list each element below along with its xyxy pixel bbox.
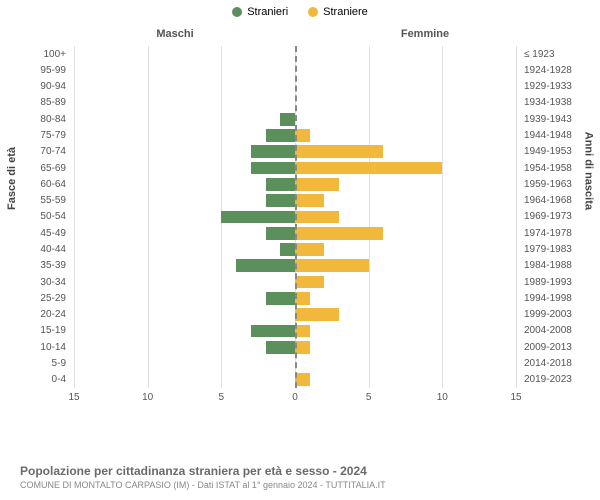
bar-female — [295, 259, 369, 272]
bar-female — [295, 162, 442, 175]
legend-male: Stranieri — [232, 6, 288, 18]
ytick-birth: 1989-1993 — [520, 274, 580, 290]
ytick-birth: 1999-2003 — [520, 307, 580, 323]
bar-male — [266, 194, 295, 207]
ytick-birth: 1954-1958 — [520, 160, 580, 176]
legend-swatch-female — [308, 7, 318, 17]
ytick-age: 15-19 — [20, 323, 70, 339]
ytick-age: 60-64 — [20, 176, 70, 192]
xtick: 10 — [437, 392, 448, 403]
legend-label-male: Stranieri — [247, 6, 288, 18]
bar-male — [251, 325, 295, 338]
bar-female — [295, 178, 339, 191]
ytick-age: 85-89 — [20, 95, 70, 111]
bar-male — [266, 341, 295, 354]
ytick-age: 80-84 — [20, 111, 70, 127]
gridline — [516, 46, 517, 388]
ytick-birth: 1984-1988 — [520, 258, 580, 274]
ytick-birth: 1969-1973 — [520, 209, 580, 225]
ytick-birth: 1939-1943 — [520, 111, 580, 127]
xtick: 15 — [68, 392, 79, 403]
legend-female: Straniere — [308, 6, 368, 18]
ytick-birth: 1949-1953 — [520, 144, 580, 160]
ytick-age: 70-74 — [20, 144, 70, 160]
bar-male — [266, 292, 295, 305]
bar-female — [295, 129, 310, 142]
ytick-age: 5-9 — [20, 355, 70, 371]
ytick-birth: 2004-2008 — [520, 323, 580, 339]
ytick-age: 0-4 — [20, 372, 70, 388]
bar-female — [295, 292, 310, 305]
chart-footer: Popolazione per cittadinanza straniera p… — [20, 464, 580, 490]
plot-region — [74, 46, 516, 388]
ytick-birth: 1974-1978 — [520, 225, 580, 241]
bar-male — [251, 145, 295, 158]
bar-female — [295, 325, 310, 338]
xtick: 5 — [366, 392, 372, 403]
ytick-age: 40-44 — [20, 241, 70, 257]
bar-male — [266, 129, 295, 142]
ytick-birth: 1934-1938 — [520, 95, 580, 111]
chart-title: Popolazione per cittadinanza straniera p… — [20, 464, 580, 478]
bar-male — [280, 113, 295, 126]
xtick: 5 — [219, 392, 225, 403]
bar-male — [236, 259, 295, 272]
ytick-age: 55-59 — [20, 193, 70, 209]
ytick-age: 30-34 — [20, 274, 70, 290]
ytick-birth: 1994-1998 — [520, 290, 580, 306]
ytick-age: 10-14 — [20, 339, 70, 355]
bar-female — [295, 308, 339, 321]
ytick-age: 45-49 — [20, 225, 70, 241]
ytick-birth: 1964-1968 — [520, 193, 580, 209]
xtick: 15 — [510, 392, 521, 403]
yaxis-left-title: Fasce di età — [6, 147, 18, 210]
ytick-age: 95-99 — [20, 62, 70, 78]
bar-male — [280, 243, 295, 256]
bar-male — [266, 227, 295, 240]
yaxis-right-title: Anni di nascita — [582, 132, 594, 210]
ytick-birth: 2009-2013 — [520, 339, 580, 355]
section-label-female: Femmine — [300, 28, 580, 40]
xaxis: 15105051015 — [74, 392, 516, 408]
ytick-birth: 1929-1933 — [520, 79, 580, 95]
bar-female — [295, 243, 324, 256]
bar-male — [266, 178, 295, 191]
bar-female — [295, 276, 324, 289]
ytick-age: 75-79 — [20, 127, 70, 143]
ytick-age: 90-94 — [20, 79, 70, 95]
ytick-age: 50-54 — [20, 209, 70, 225]
ytick-age: 65-69 — [20, 160, 70, 176]
xtick: 0 — [292, 392, 298, 403]
bar-female — [295, 341, 310, 354]
legend-swatch-male — [232, 7, 242, 17]
bar-male — [221, 211, 295, 224]
section-labels: Maschi Femmine — [20, 28, 580, 40]
ytick-birth: 1924-1928 — [520, 62, 580, 78]
ytick-birth: 1979-1983 — [520, 241, 580, 257]
ytick-age: 25-29 — [20, 290, 70, 306]
bar-female — [295, 211, 339, 224]
bar-female — [295, 145, 383, 158]
bar-female — [295, 194, 324, 207]
chart-subtitle: COMUNE DI MONTALTO CARPASIO (IM) - Dati … — [20, 480, 580, 490]
center-line — [295, 46, 297, 388]
bar-female — [295, 373, 310, 386]
ytick-birth: 1944-1948 — [520, 127, 580, 143]
ytick-birth: ≤ 1923 — [520, 46, 580, 62]
ytick-age: 20-24 — [20, 307, 70, 323]
bar-male — [251, 162, 295, 175]
ytick-birth: 2019-2023 — [520, 372, 580, 388]
yaxis-left: 100+95-9990-9485-8980-8475-7970-7465-696… — [20, 46, 70, 388]
xtick: 10 — [142, 392, 153, 403]
bar-female — [295, 227, 383, 240]
ytick-age: 35-39 — [20, 258, 70, 274]
chart-legend: Stranieri Straniere — [0, 0, 600, 22]
ytick-birth: 2014-2018 — [520, 355, 580, 371]
ytick-age: 100+ — [20, 46, 70, 62]
legend-label-female: Straniere — [323, 6, 368, 18]
section-label-male: Maschi — [20, 28, 300, 40]
yaxis-right: ≤ 19231924-19281929-19331934-19381939-19… — [520, 46, 580, 388]
ytick-birth: 1959-1963 — [520, 176, 580, 192]
chart-area: Maschi Femmine Fasce di età Anni di nasc… — [20, 22, 580, 422]
